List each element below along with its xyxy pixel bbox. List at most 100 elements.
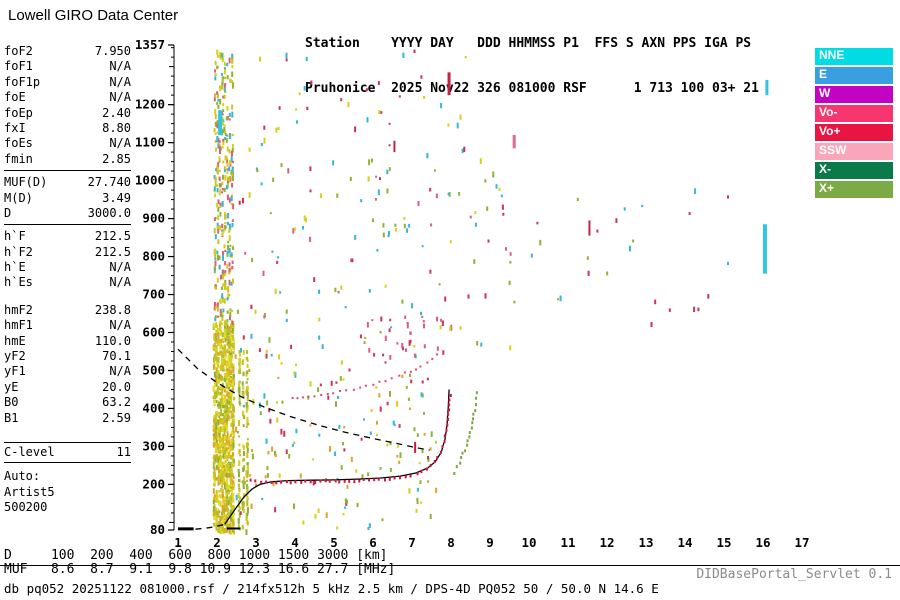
readout-group: MUF(D) 27.740 M(D) 3.49 D 3000.0 — [4, 175, 131, 221]
readout-label: foF1 — [4, 59, 33, 74]
readout-value: 238.8 — [94, 302, 131, 317]
y-tick-label: 1357 — [135, 38, 165, 52]
readout-label: hmF2 — [4, 302, 33, 317]
readout-value: 3.49 — [102, 190, 131, 205]
x-tick-label: 12 — [599, 535, 614, 550]
readout-label: yF2 — [4, 349, 26, 364]
readout-value: 2.40 — [102, 105, 131, 120]
legend-item-nne: NNE — [815, 48, 893, 65]
y-tick-label: 80 — [150, 522, 165, 537]
readout-row: yF2 70.1 — [4, 349, 131, 364]
readout-value: N/A — [109, 136, 131, 151]
readout-label: 500200 — [4, 500, 48, 515]
readout-value: N/A — [109, 275, 131, 290]
readout-row: Artist5 — [4, 485, 131, 500]
readout-label: yF1 — [4, 364, 26, 379]
x-tick-label: 4 — [291, 535, 299, 550]
readout-group: C-level 11 — [4, 441, 131, 464]
y-tick-label: 300 — [142, 438, 165, 453]
axis-layer: 1357120011001000900800700600500400300200… — [135, 38, 810, 550]
readout-value: N/A — [109, 59, 131, 74]
legend-item-e: E — [815, 67, 893, 84]
readout-label: foEp — [4, 105, 33, 120]
readout-label: h`E — [4, 260, 26, 275]
readout-row: hmF2 238.8 — [4, 303, 131, 318]
readout-value: N/A — [109, 260, 131, 275]
readout-value: N/A — [109, 74, 131, 89]
o-mode-echo-trace — [249, 394, 452, 485]
readout-label: foE — [4, 90, 26, 105]
divider — [4, 224, 131, 226]
readout-value: 63.2 — [102, 395, 131, 410]
x-tick-label: 17 — [794, 535, 809, 550]
readout-row: foEp 2.40 — [4, 106, 131, 121]
readout-group: h`F 212.5 h`F2 212.5 h`E N/A h`Es N/A — [4, 229, 131, 291]
readout-value: N/A — [109, 318, 131, 333]
readout-label: B0 — [4, 395, 19, 410]
readout-row: Auto: — [4, 469, 131, 484]
station-header-values: Pruhonice 2025 Nov22 326 081000 RSF 1 71… — [305, 81, 759, 96]
readout-value: 2.59 — [102, 410, 131, 425]
readout-value: N/A — [109, 90, 131, 105]
readout-row: B1 2.59 — [4, 411, 131, 426]
readout-value: 8.80 — [102, 120, 131, 135]
readout-row: hmE 110.0 — [4, 334, 131, 349]
legend-item-w: W — [815, 86, 893, 103]
readout-label: D — [4, 205, 12, 220]
readout-row: foF2 7.950 — [4, 44, 131, 59]
legend-item-x: X- — [815, 162, 893, 179]
readout-value: 70.1 — [102, 349, 131, 364]
x-tick-label: 10 — [521, 535, 536, 550]
readout-row: fmin 2.85 — [4, 152, 131, 167]
x-tick-label: 16 — [755, 535, 770, 550]
legend-item-ssw: SSW — [815, 143, 893, 160]
readout-label: foF2 — [4, 44, 33, 58]
readout-panel: foF2 7.950 foF1 N/A foF1p N/A foE N/A foEp 2.40 fx… — [4, 44, 131, 516]
dmuf-table: D 100 200 400 600 800 1000 1500 3000 [km… — [4, 548, 396, 577]
readout-label: yE — [4, 379, 19, 394]
legend-item-vo: Vo+ — [815, 124, 893, 141]
y-tick-label: 900 — [142, 211, 165, 226]
readout-label: hmF1 — [4, 318, 33, 333]
x-tick-label: 6 — [369, 535, 377, 550]
y-tick-label: 800 — [142, 249, 165, 264]
y-tick-label: 600 — [142, 325, 165, 340]
readout-row: yF1 N/A — [4, 364, 131, 379]
readout-value: 3000.0 — [87, 205, 131, 220]
x-tick-label: 15 — [716, 535, 731, 550]
readout-label: h`F2 — [4, 244, 33, 259]
readout-label: fmin — [4, 151, 33, 166]
servlet-version: DIDBasePortal_Servlet 0.1 — [696, 567, 892, 582]
readout-label: fxI — [4, 120, 26, 135]
readout-label: M(D) — [4, 190, 33, 205]
readout-row: h`F2 212.5 — [4, 245, 131, 260]
readout-row: M(D) 3.49 — [4, 191, 131, 206]
readout-label: h`Es — [4, 275, 33, 290]
muf-transmission-curve — [177, 348, 430, 451]
trace-layer — [177, 348, 478, 530]
readout-label: h`F — [4, 229, 26, 244]
readout-row: foF1p N/A — [4, 75, 131, 90]
readout-row: B0 63.2 — [4, 395, 131, 410]
divider — [4, 170, 131, 172]
readout-row: foEs N/A — [4, 136, 131, 151]
y-tick-label: 200 — [142, 476, 165, 491]
profile-start-dashed — [195, 523, 225, 530]
mark-layer — [178, 72, 769, 531]
readout-label: Auto: — [4, 469, 41, 484]
legend: NNE E W Vo- Vo+ SSW X- X+ — [815, 48, 893, 200]
y-tick-label: 1200 — [135, 97, 165, 112]
y-tick-label: 400 — [142, 400, 165, 415]
footer-status: db pq052 20251122 081000.rsf / 214fx512h… — [4, 581, 659, 596]
station-header-columns: Station YYYY DAY DDD HHMMSS P1 FFS S AXN… — [305, 36, 752, 51]
y-tick-label: 1100 — [135, 135, 165, 150]
x-tick-label: 8 — [447, 535, 455, 550]
readout-group: foF2 7.950 foF1 N/A foF1p N/A foE N/A foEp 2.40 fx… — [4, 44, 131, 167]
footer-separator — [0, 565, 900, 566]
readout-row: 500200 — [4, 500, 131, 515]
x-tick-label: 7 — [408, 535, 416, 550]
readout-value: 20.0 — [102, 379, 131, 394]
readout-group: Auto: Artist5 500200 — [4, 469, 131, 515]
readout-label: Artist5 — [4, 484, 55, 499]
readout-row: h`E N/A — [4, 260, 131, 275]
